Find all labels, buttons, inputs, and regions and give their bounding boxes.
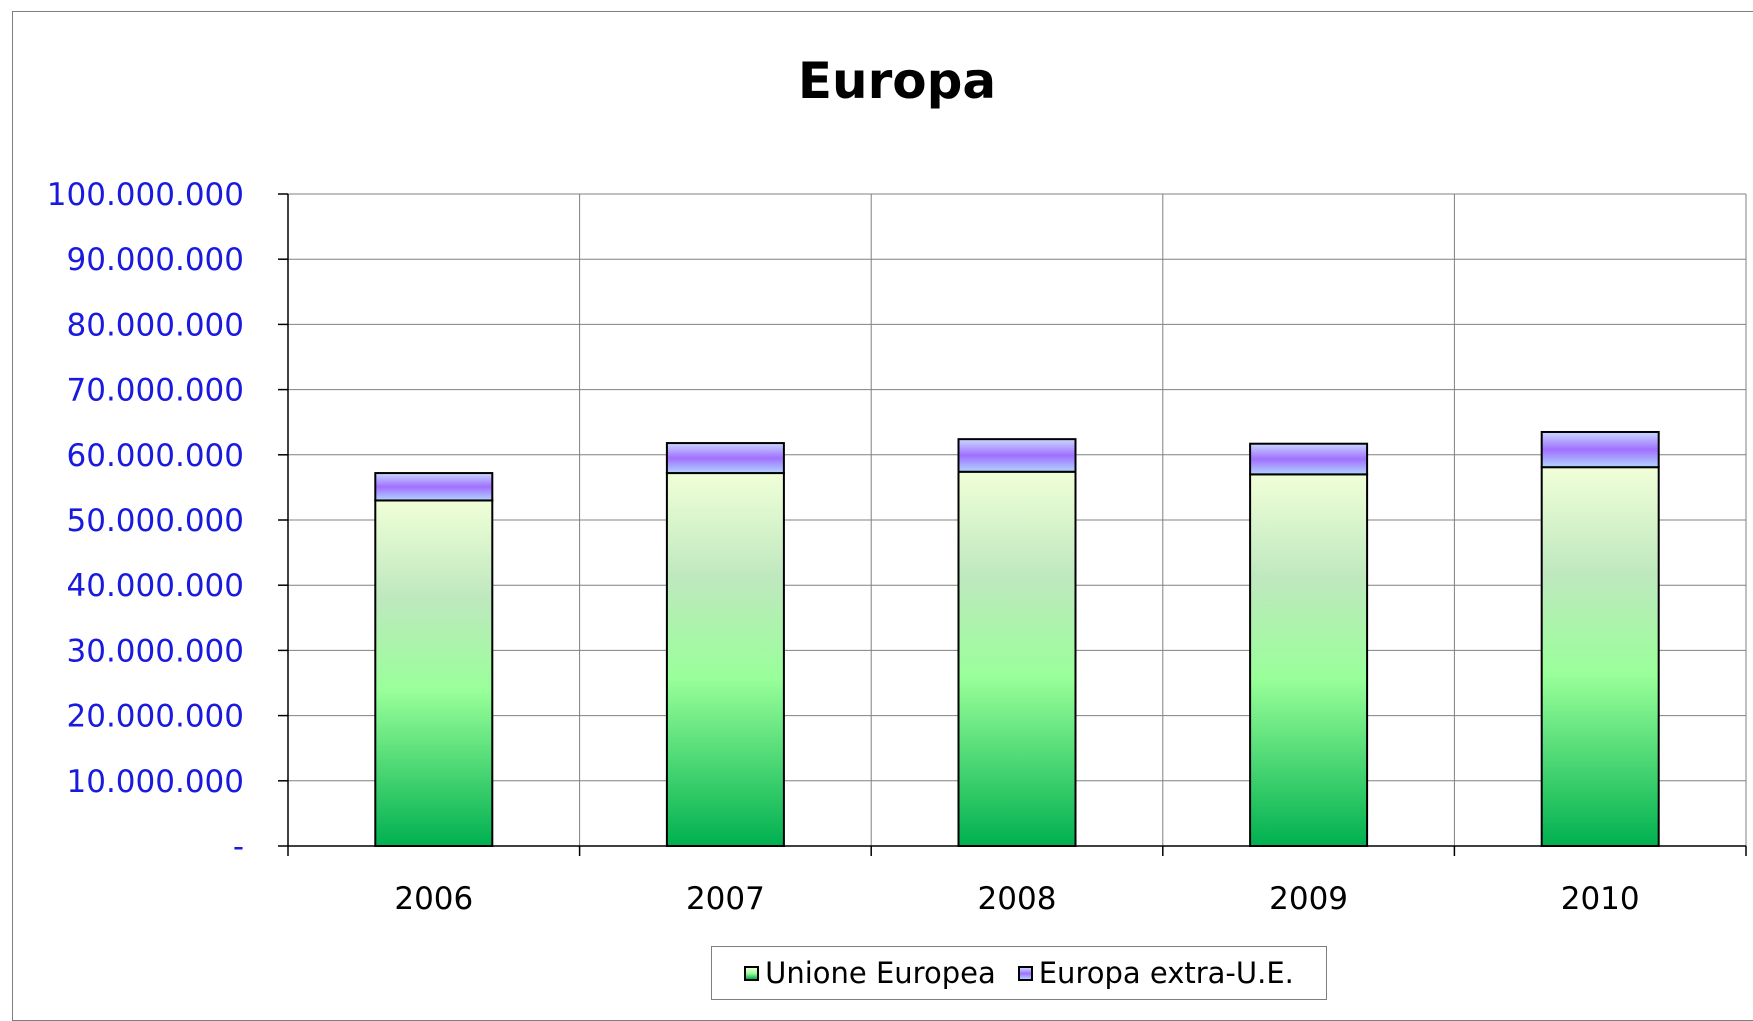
x-tick-label: 2009	[1269, 881, 1348, 917]
bars	[374, 430, 1660, 847]
bar-unione-europea-2006	[374, 499, 494, 847]
x-tick-label: 2007	[686, 881, 765, 917]
legend-swatch-europa-extra-ue	[1017, 965, 1033, 981]
bar-unione-europea-2007	[665, 472, 785, 847]
bar-unione-europea-2009	[1249, 473, 1369, 847]
chart-frame	[12, 11, 1753, 1021]
y-tick-label: 30.000.000	[67, 633, 245, 669]
y-tick-label: 20.000.000	[67, 699, 245, 735]
legend-item-unione-europea: Unione Europea	[744, 956, 996, 990]
y-tick-label: 60.000.000	[67, 438, 245, 474]
y-tick-label: 70.000.000	[67, 373, 245, 409]
y-axis-ticks: - 10.000.000 20.000.000 30.000.000 40.000.00…	[47, 177, 244, 865]
y-tick-label: 10.000.000	[67, 764, 245, 800]
y-tick-label: -	[233, 829, 244, 865]
bar-europa-extra-u-e-2008	[957, 438, 1077, 473]
bar-unione-europea-2010	[1540, 466, 1660, 847]
bar-europa-extra-u-e-2007	[665, 442, 785, 475]
bar-europa-extra-u-e-2010	[1540, 430, 1660, 469]
bar-europa-extra-u-e-2006	[374, 472, 494, 502]
y-tick-label: 80.000.000	[67, 307, 245, 343]
legend-label-europa-extra-ue: Europa extra-U.E.	[1038, 956, 1294, 990]
y-tick-label: 50.000.000	[67, 503, 245, 539]
x-axis-ticks: 2006 2007 2008 2009 2010	[394, 881, 1639, 917]
legend-item-europa-extra-ue: Europa extra-U.E.	[1017, 956, 1294, 990]
x-tick-label: 2006	[394, 881, 473, 917]
legend: Unione Europea Europa extra-U.E.	[711, 946, 1327, 1000]
chart-title: Europa	[798, 52, 996, 110]
x-tick-label: 2008	[978, 881, 1057, 917]
y-tick-label: 100.000.000	[47, 177, 244, 213]
legend-swatch-unione-europea	[744, 965, 760, 981]
bar-europa-extra-u-e-2009	[1249, 442, 1369, 476]
x-tick-label: 2010	[1561, 881, 1640, 917]
axes	[278, 193, 1747, 856]
y-tick-label: 40.000.000	[67, 568, 245, 604]
y-tick-label: 90.000.000	[67, 242, 245, 278]
legend-label-unione-europea: Unione Europea	[765, 956, 996, 990]
bar-unione-europea-2008	[957, 470, 1077, 847]
